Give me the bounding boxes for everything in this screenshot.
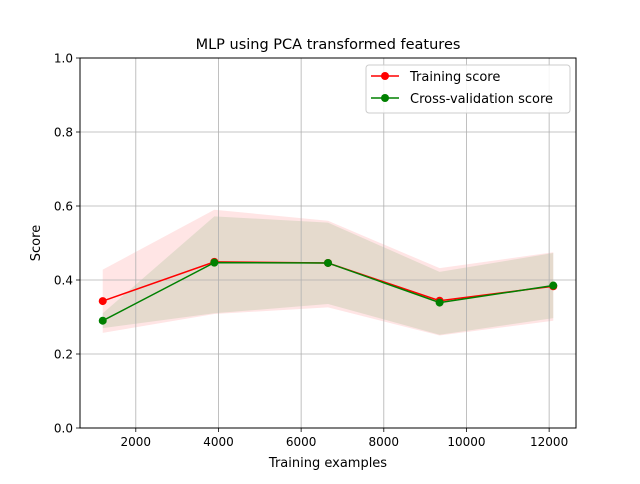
x-tick-label: 6000	[286, 435, 317, 449]
legend-label-training: Training score	[409, 70, 500, 85]
x-axis-ticks: 2000 4000 6000 8000 10000 12000	[121, 428, 568, 449]
legend-marker-training	[381, 72, 389, 80]
y-tick-label: 0.2	[54, 348, 73, 362]
data-point-cross-validation-score	[324, 258, 332, 267]
data-point-cross-validation-score	[98, 316, 107, 325]
chart-title: MLP using PCA transformed features	[196, 37, 461, 53]
x-tick-label: 2000	[121, 435, 152, 449]
data-point-cross-validation-score	[549, 281, 558, 290]
y-axis-ticks: 0.0 0.2 0.4 0.6 0.8 1.0	[54, 52, 80, 436]
y-tick-label: 1.0	[54, 52, 73, 66]
data-point-cross-validation-score	[210, 258, 219, 267]
plot-frame	[79, 57, 577, 429]
legend-label-cross-validation: Cross-validation score	[410, 92, 553, 107]
series-lines	[98, 257, 558, 325]
data-point-cross-validation-score	[435, 298, 444, 307]
legend-box	[365, 64, 571, 114]
y-tick-label: 0.6	[54, 200, 73, 214]
x-tick-label: 4000	[203, 435, 234, 449]
x-tick-label: 10000	[447, 435, 485, 449]
y-axis-label: Score	[29, 225, 44, 261]
x-axis-label: Training examples	[268, 456, 387, 471]
y-tick-label: 0.8	[54, 126, 73, 140]
legend: Training score Cross-validation score	[365, 64, 571, 114]
y-tick-label: 0.4	[54, 274, 73, 288]
x-tick-label: 12000	[530, 435, 568, 449]
x-tick-label: 8000	[369, 435, 400, 449]
data-point-training-score	[98, 297, 107, 306]
legend-marker-cross-validation	[381, 94, 389, 102]
y-tick-label: 0.0	[54, 422, 73, 436]
